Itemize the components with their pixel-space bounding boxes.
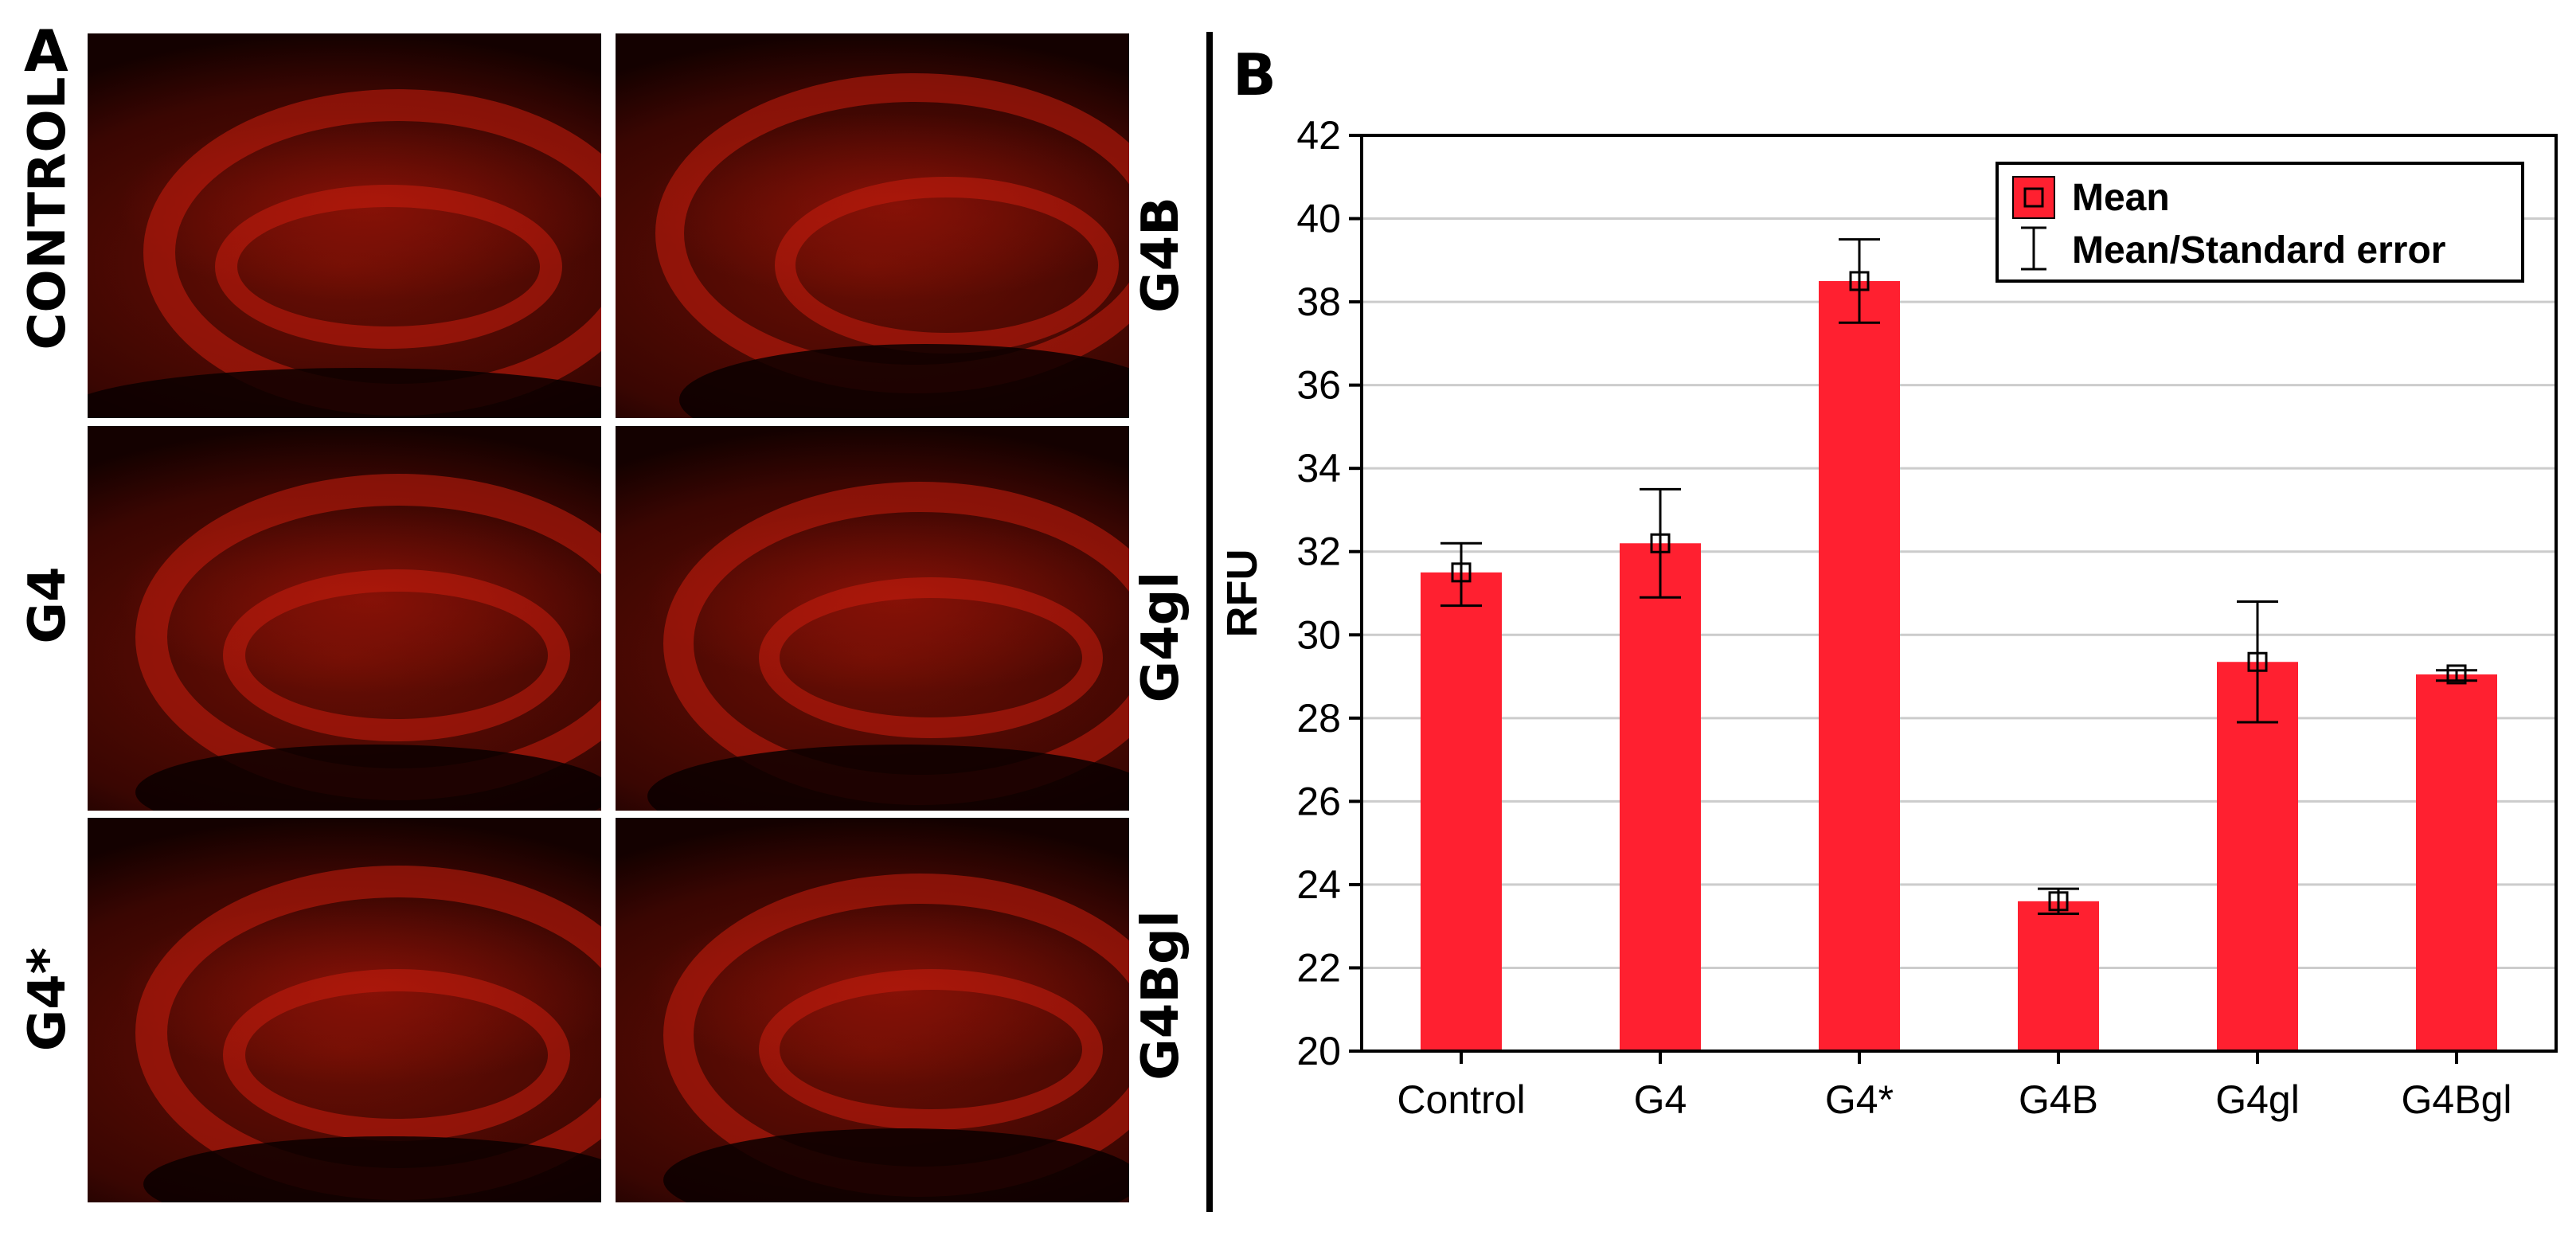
y-axis-label: RFU [1218,549,1266,638]
axes: 20 22 24 26 28 30 32 34 36 38 40 42 Control G4 G4* G4B G… [1296,113,2558,1122]
bar [1421,572,1502,1051]
mean-marker [2048,891,2069,912]
legend-mean-label: Mean [2072,177,2170,219]
micrograph-g4b [616,33,1129,418]
micrograph-control [88,33,601,418]
y-tick-label: 38 [1296,279,1341,324]
legend-mean-swatch [2012,176,2055,219]
legend: Mean Mean/Standard error [1996,162,2524,283]
mean-marker [1451,562,1472,583]
x-tick-label: G4B [2019,1077,2098,1122]
bar [2217,662,2298,1051]
x-tick-label: G4* [1825,1077,1894,1122]
x-tick-label: G4 [1634,1077,1687,1122]
plot-frame [1360,134,2558,1053]
bars [1421,280,2497,1051]
bar [2416,674,2497,1051]
y-tick-label: 28 [1296,696,1341,741]
y-tick-label: 24 [1296,862,1341,907]
x-tick-label: Control [1397,1077,1525,1122]
mean-marker [1849,271,1870,291]
panel-divider [1206,32,1213,1212]
legend-se-label: Mean/Standard error [2072,229,2445,272]
y-tick-label: 42 [1296,113,1341,158]
grid-lines [1362,134,2556,969]
mean-marker [2446,664,2467,685]
y-tick-label: 20 [1296,1029,1341,1073]
bar [2018,901,2099,1051]
y-tick-label: 34 [1296,446,1341,491]
mean-marker [2247,651,2268,672]
bar [1620,543,1701,1051]
micrograph-g4-star [88,818,601,1202]
y-tick-label: 36 [1296,363,1341,408]
error-bars [1440,238,2477,915]
micrograph-g4bgl [616,818,1129,1202]
bar [1819,280,1900,1051]
micrograph-g4gl [616,426,1129,811]
y-tick-label: 30 [1296,612,1341,657]
y-tick-label: 32 [1296,530,1341,574]
y-tick-label: 26 [1296,779,1341,823]
panel-b-letter: B [1233,41,1276,108]
y-tick-label: 22 [1296,945,1341,990]
x-tick-label: G4gl [2215,1077,2300,1122]
legend-box [1996,162,2524,283]
panel-a-letter: A [24,18,68,84]
mean-marker [1650,533,1671,553]
y-tick-label: 40 [1296,197,1341,241]
x-tick-label: G4Bgl [2402,1077,2512,1122]
micrograph-g4 [88,426,601,811]
legend-mean-marker [2023,187,2044,208]
